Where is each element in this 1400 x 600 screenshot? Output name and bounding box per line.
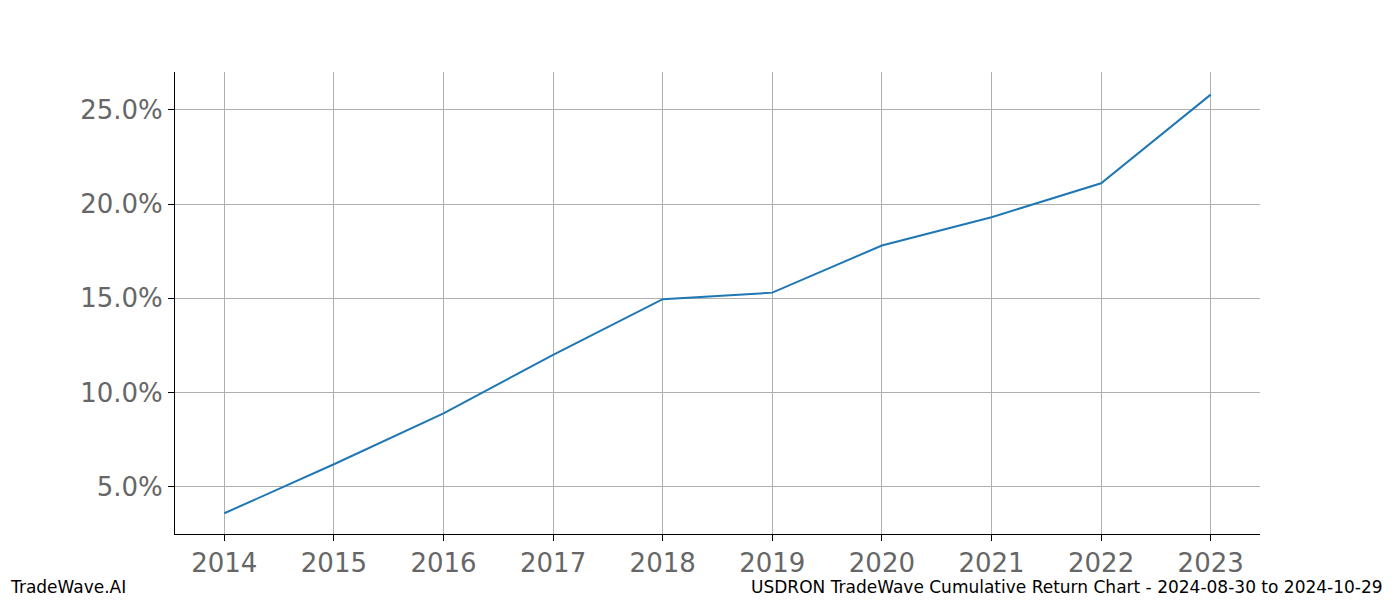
svg-text:2017: 2017 — [520, 548, 586, 578]
svg-text:2014: 2014 — [191, 548, 257, 578]
svg-text:5.0%: 5.0% — [97, 472, 163, 502]
svg-text:2022: 2022 — [1068, 548, 1134, 578]
svg-text:USDRON TradeWave Cumulative Re: USDRON TradeWave Cumulative Return Chart… — [751, 577, 1383, 597]
svg-text:25.0%: 25.0% — [80, 95, 163, 125]
svg-text:2018: 2018 — [630, 548, 696, 578]
svg-text:2016: 2016 — [410, 548, 476, 578]
svg-text:2019: 2019 — [739, 548, 805, 578]
svg-text:2021: 2021 — [958, 548, 1024, 578]
svg-text:2015: 2015 — [301, 548, 367, 578]
svg-text:20.0%: 20.0% — [80, 189, 163, 219]
svg-text:10.0%: 10.0% — [80, 378, 163, 408]
svg-text:15.0%: 15.0% — [80, 283, 163, 313]
svg-text:2023: 2023 — [1178, 548, 1244, 578]
svg-text:2020: 2020 — [849, 548, 915, 578]
svg-text:TradeWave.AI: TradeWave.AI — [10, 577, 126, 597]
